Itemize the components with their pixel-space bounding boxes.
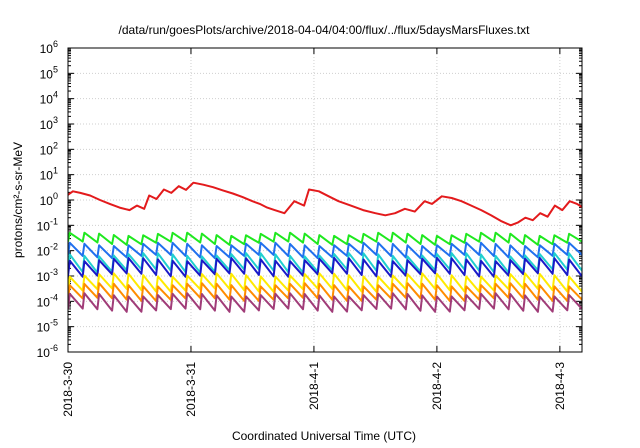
y-tick-label: 10-6 bbox=[37, 343, 58, 360]
y-tick-label: 102 bbox=[40, 140, 58, 157]
y-tick-label: 106 bbox=[40, 39, 58, 56]
y-tick-label: 104 bbox=[40, 90, 58, 107]
series-line bbox=[68, 256, 582, 278]
y-tick-label: 10-2 bbox=[37, 242, 58, 259]
series-line bbox=[68, 252, 582, 274]
y-tick-label: 10-5 bbox=[37, 318, 58, 335]
series-line bbox=[68, 272, 582, 293]
x-tick-label: 2018-4-2 bbox=[430, 362, 444, 410]
x-tick-label: 2018-3-30 bbox=[61, 362, 75, 417]
chart-title: /data/run/goesPlots/archive/2018-04-04/0… bbox=[119, 23, 531, 37]
series-line bbox=[68, 282, 582, 302]
y-tick-label: 10-4 bbox=[37, 292, 58, 309]
y-tick-label: 10-3 bbox=[37, 267, 58, 284]
x-tick-label: 2018-4-1 bbox=[307, 362, 321, 410]
plot-frame bbox=[67, 47, 583, 353]
y-tick-label: 101 bbox=[40, 166, 58, 183]
series-line bbox=[68, 181, 582, 227]
x-tick-label: 2018-3-31 bbox=[184, 362, 198, 417]
grid-lines bbox=[68, 48, 582, 352]
y-tick-label: 10-1 bbox=[37, 216, 58, 233]
y-tick-label: 105 bbox=[40, 64, 58, 81]
plot-series bbox=[68, 181, 582, 313]
series-line bbox=[68, 231, 582, 246]
series-line bbox=[68, 292, 582, 313]
x-axis-label: Coordinated Universal Time (UTC) bbox=[232, 429, 416, 443]
y-axis-label: protons/cm²-s-sr-MeV bbox=[11, 142, 25, 258]
series-line bbox=[68, 241, 582, 260]
x-tick-label: 2018-4-3 bbox=[553, 362, 567, 410]
y-tick-label: 100 bbox=[40, 191, 58, 208]
y-tick-label: 103 bbox=[40, 115, 58, 132]
x-axis: 2018-3-30 2018-3-31 2018-4-1 2018-4-2 2018-4… bbox=[61, 48, 567, 417]
